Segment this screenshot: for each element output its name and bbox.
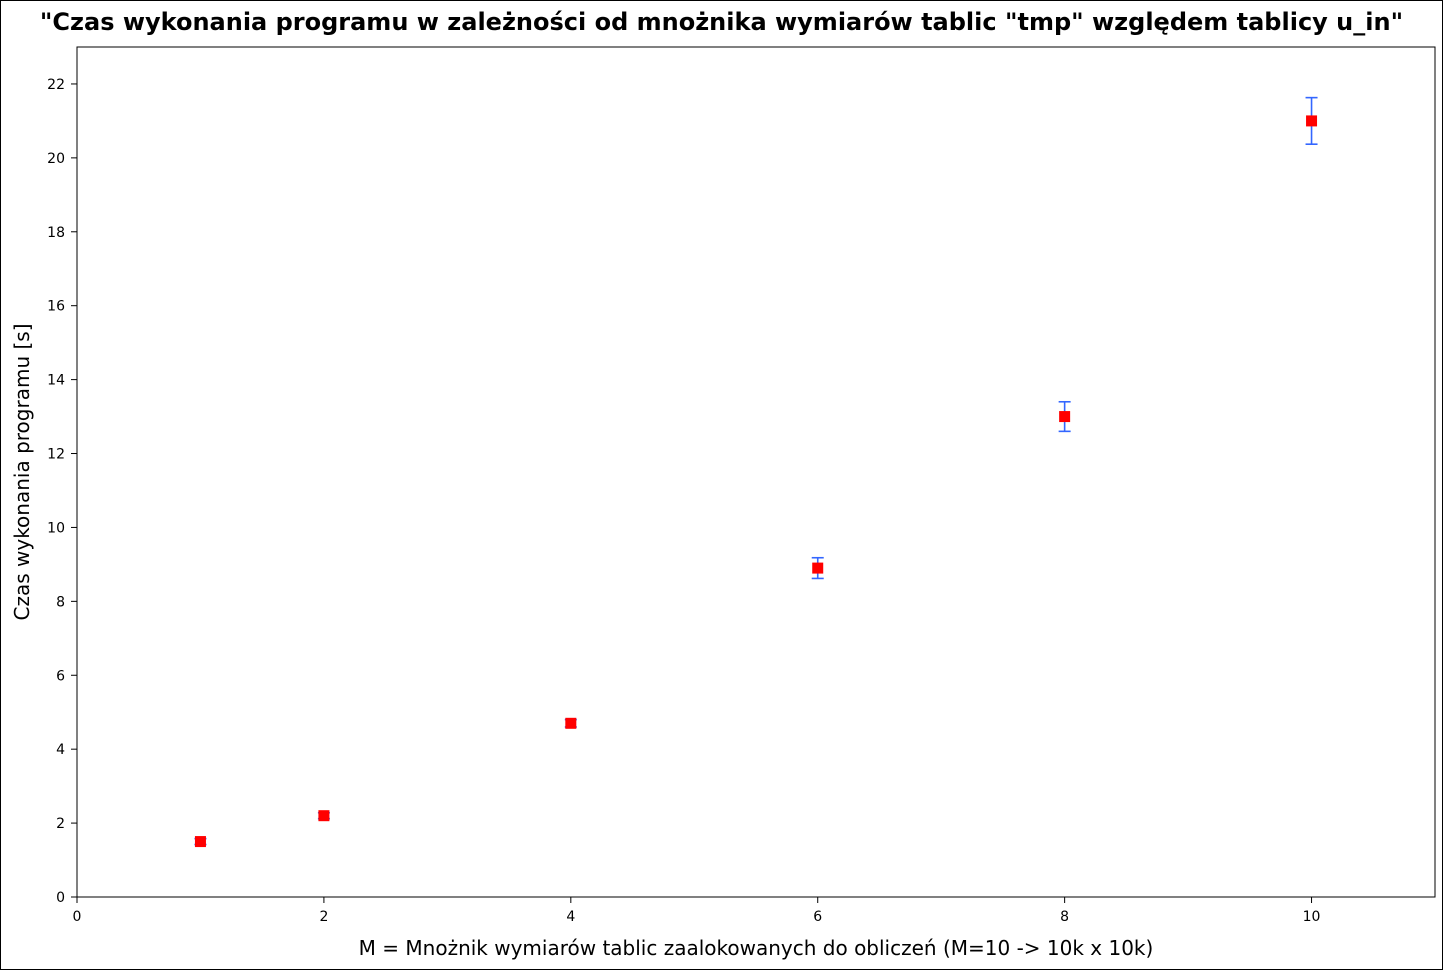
x-axis-label: M = Mnożnik wymiarów tablic zaalokowanyc…: [359, 936, 1154, 960]
data-point: [564, 717, 577, 729]
y-tick-label: 14: [47, 373, 65, 389]
y-tick-label: 0: [56, 890, 65, 906]
x-tick-label: 4: [566, 909, 575, 925]
y-tick-label: 22: [47, 77, 65, 93]
y-tick-label: 8: [56, 594, 65, 610]
x-axis: 0 2 4 6 8 10: [73, 897, 1321, 925]
data-point: [194, 836, 207, 848]
data-point-marker: [812, 562, 824, 574]
y-axis-label: Czas wykonania programu [s]: [10, 323, 34, 620]
data-point: [317, 810, 330, 822]
y-tick-label: 10: [47, 520, 65, 536]
x-tick-label: 10: [1303, 909, 1321, 925]
x-tick-label: 0: [73, 909, 82, 925]
y-tick-label: 20: [47, 151, 65, 167]
y-tick-label: 4: [56, 742, 65, 758]
y-tick-label: 12: [47, 447, 65, 463]
data-point-marker: [565, 717, 577, 729]
chart-title: "Czas wykonania programu w zależności od…: [39, 8, 1404, 36]
data-point: [811, 556, 824, 580]
data-point-marker: [1059, 411, 1071, 423]
x-tick-label: 2: [319, 909, 328, 925]
plot-area-border: [76, 46, 1436, 898]
y-tick-label: 2: [56, 816, 65, 832]
y-axis: 0 2 4 6 8 10 12 14 16 18 20 22: [47, 77, 77, 906]
data-point-marker: [194, 836, 206, 848]
y-tick-label: 16: [47, 299, 65, 315]
data-point-marker: [318, 810, 330, 822]
y-tick-label: 18: [47, 225, 65, 241]
y-tick-label: 6: [56, 668, 65, 684]
data-point: [1305, 96, 1318, 145]
x-tick-label: 6: [813, 909, 822, 925]
data-points: [194, 96, 1318, 848]
data-point: [1058, 400, 1071, 433]
data-point-marker: [1306, 115, 1318, 127]
x-tick-label: 8: [1060, 909, 1069, 925]
